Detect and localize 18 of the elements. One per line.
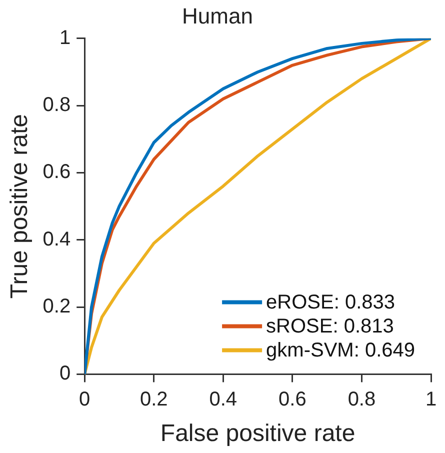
y-tick-label: 0.2 [42,296,71,318]
y-tick-label: 1 [59,26,71,49]
legend-label: sROSE: 0.813 [266,316,394,338]
x-tick-label: 0 [79,388,90,411]
x-tick-label: 0.6 [278,388,306,411]
legend-label: gkm-SVM: 0.649 [266,340,416,362]
y-tick-label: 0.4 [42,228,71,250]
x-tick-label: 0.2 [140,388,168,411]
y-tick-label: 0.8 [42,94,71,116]
y-axis-title: True positive rate [6,114,34,299]
chart-title: Human [182,3,253,28]
y-tick-label: 0.6 [42,161,71,184]
x-tick-label: 0.8 [348,388,376,411]
legend-label: eROSE: 0.833 [266,292,396,314]
x-tick-label: 0.4 [209,388,238,411]
x-tick-label: 1 [425,388,437,411]
x-axis-title: False positive rate [160,420,356,448]
y-tick-label: 0 [59,362,71,385]
